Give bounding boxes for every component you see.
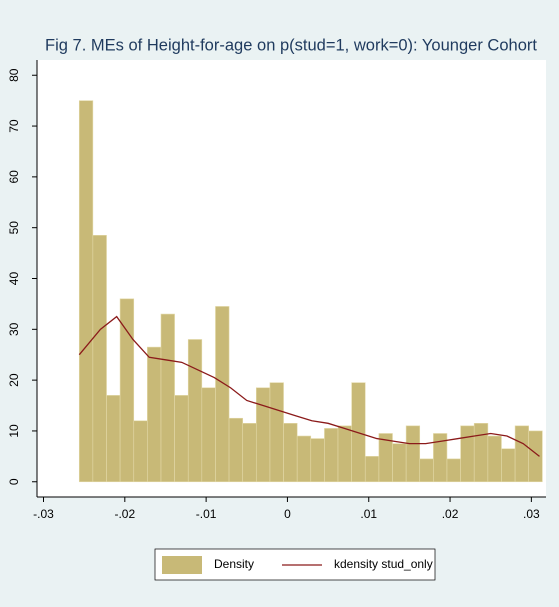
histogram-bar bbox=[514, 425, 529, 483]
histogram-bar bbox=[174, 395, 189, 483]
y-tick-label: 60 bbox=[7, 170, 21, 184]
y-tick-label: 30 bbox=[7, 322, 21, 336]
histogram-bar bbox=[419, 458, 434, 483]
y-tick-label: 0 bbox=[7, 478, 21, 485]
histogram-bar bbox=[324, 428, 339, 483]
x-tick-label: -.03 bbox=[33, 507, 54, 521]
histogram-bar bbox=[228, 417, 244, 483]
y-tick-label: 50 bbox=[7, 221, 21, 235]
histogram-bar bbox=[283, 423, 298, 483]
x-tick-label: -.01 bbox=[196, 507, 217, 521]
histogram-bar bbox=[119, 298, 135, 483]
legend-swatch bbox=[162, 556, 202, 574]
y-tick-label: 10 bbox=[7, 424, 21, 438]
histogram-bar bbox=[269, 382, 284, 483]
histogram-bar bbox=[446, 458, 461, 483]
histogram-bar bbox=[78, 100, 94, 483]
histogram-bar bbox=[433, 433, 448, 483]
histogram-bar bbox=[296, 435, 312, 483]
histogram-bar bbox=[147, 346, 162, 483]
histogram-bar bbox=[160, 313, 175, 483]
histogram-bar bbox=[106, 395, 121, 483]
y-tick-label: 40 bbox=[7, 272, 21, 286]
histogram-bar bbox=[92, 235, 107, 483]
histogram-bar bbox=[487, 435, 502, 483]
histogram-bar bbox=[133, 420, 148, 483]
legend-label: Density bbox=[214, 557, 254, 571]
legend-label: kdensity stud_only bbox=[334, 557, 433, 571]
histogram-bar bbox=[528, 430, 543, 483]
histogram-bar bbox=[337, 425, 352, 483]
x-tick-label: -.02 bbox=[114, 507, 135, 521]
histogram-bar bbox=[187, 339, 203, 483]
y-tick-label: 70 bbox=[7, 119, 21, 133]
x-tick-label: .03 bbox=[523, 507, 540, 521]
histogram-bar bbox=[392, 443, 407, 483]
histogram-bar bbox=[201, 387, 216, 483]
x-tick-label: 0 bbox=[284, 507, 291, 521]
histogram-bar bbox=[501, 448, 516, 483]
histogram-bar bbox=[310, 438, 325, 483]
histogram-bar bbox=[215, 306, 230, 483]
chart-title: Fig 7. MEs of Height-for-age on p(stud=1… bbox=[45, 35, 537, 54]
histogram-bar bbox=[405, 425, 421, 483]
kdensity-line bbox=[78, 315, 540, 457]
histogram-bar bbox=[364, 456, 380, 483]
y-tick-label: 80 bbox=[7, 68, 21, 82]
histogram-bar bbox=[242, 423, 257, 483]
x-tick-label: .01 bbox=[360, 507, 377, 521]
x-tick-label: .02 bbox=[442, 507, 459, 521]
histogram-bar bbox=[255, 387, 271, 483]
histogram-bar bbox=[460, 425, 475, 483]
histogram-bar bbox=[473, 423, 489, 483]
y-tick-label: 20 bbox=[7, 373, 21, 387]
